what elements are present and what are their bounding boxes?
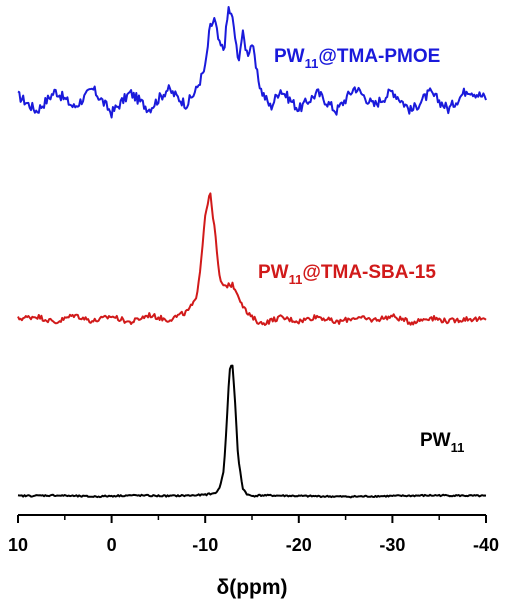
x-tick-label-4: -30 [379,535,405,555]
x-axis-label: δ(ppm) [216,576,287,599]
x-tick-label-0: 10 [8,535,28,555]
plot-area [17,6,487,499]
series-line-3 [17,364,487,499]
x-tick-label-1: 0 [107,535,117,555]
series-line-2 [17,192,487,326]
series-label-1: PW11@TMA-PMOE [274,46,440,71]
series-label-3: PW11 [420,430,464,455]
series-label-2: PW11@TMA-SBA-15 [258,262,436,287]
x-axis: 10 0 -10 -20 -30 -40 [8,514,499,555]
x-tick-label-2: -10 [192,535,218,555]
series-labels: PW11@TMA-PMOE PW11@TMA-SBA-15 PW11 [258,46,464,455]
x-tick-label-5: -40 [473,535,499,555]
x-tick-label-3: -20 [286,535,312,555]
series-line-1 [17,6,487,119]
